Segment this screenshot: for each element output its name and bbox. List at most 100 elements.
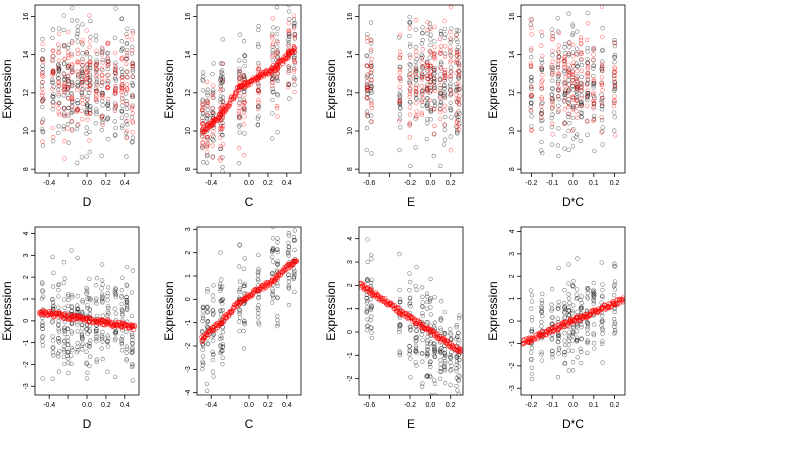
data-point [236, 264, 242, 269]
data-point [549, 337, 555, 342]
data-point [75, 51, 81, 56]
data-point [612, 306, 617, 312]
scatter-panel-8: -0.2 -0.1 0.0 0.1 0.2-3-2-101234D*CExpressio… [486, 226, 626, 431]
data-point [62, 331, 67, 336]
data-point [237, 307, 242, 312]
x-tick-label: -0.4 [205, 180, 217, 187]
data-point [56, 100, 62, 106]
data-point [438, 315, 444, 321]
fit-point [607, 301, 613, 307]
data-point [218, 99, 223, 105]
data-point [236, 146, 242, 151]
data-point [50, 338, 56, 343]
data-point [70, 109, 75, 114]
data-point [84, 66, 90, 71]
data-point [256, 87, 261, 92]
data-point [218, 281, 223, 287]
data-point [599, 323, 604, 328]
data-point [442, 71, 448, 76]
data-point [599, 82, 605, 88]
fit-point [561, 324, 567, 330]
data-point [369, 41, 374, 46]
data-point [368, 297, 373, 302]
data-point [448, 81, 453, 87]
data-point [419, 41, 425, 46]
data-point [369, 303, 374, 308]
data-point [87, 344, 92, 349]
data-point [612, 69, 617, 74]
data-point [369, 70, 374, 75]
data-point [106, 311, 111, 316]
data-point [414, 264, 419, 270]
data-point [549, 63, 554, 68]
data-point [407, 135, 412, 140]
data-point [125, 70, 130, 75]
data-point [442, 127, 447, 132]
data-point [407, 74, 412, 79]
data-point [113, 104, 119, 109]
data-point [50, 334, 55, 339]
data-point [119, 89, 124, 94]
data-point [555, 333, 561, 339]
data-point [256, 273, 261, 278]
y-tick-label: 2 [23, 275, 30, 279]
data-point [529, 326, 535, 332]
data-point [61, 260, 67, 265]
data-point [448, 148, 453, 153]
data-point [539, 60, 545, 65]
data-point [567, 112, 572, 117]
data-point [529, 75, 534, 80]
data-point [129, 364, 135, 370]
data-point [241, 38, 247, 44]
data-point [365, 96, 370, 101]
data-point [75, 310, 80, 316]
y-axis-label: Expression [324, 59, 338, 118]
data-point [112, 35, 118, 41]
data-point [99, 66, 104, 71]
data-point [57, 66, 62, 72]
data-point [612, 327, 618, 333]
data-point [88, 65, 93, 70]
data-point [555, 74, 561, 80]
data-point [398, 53, 403, 58]
data-point [84, 51, 89, 57]
data-point [220, 123, 226, 129]
data-point [457, 83, 462, 89]
data-point [364, 308, 370, 313]
data-point [555, 80, 561, 85]
y-tick-label: -1 [23, 339, 30, 345]
data-point [443, 73, 448, 78]
data-point [420, 300, 425, 305]
data-point [539, 350, 544, 355]
data-point [456, 330, 461, 335]
data-point [549, 86, 555, 91]
data-point [449, 26, 454, 31]
data-point [456, 28, 461, 33]
data-point [286, 68, 292, 73]
data-point [456, 52, 461, 57]
data-point [242, 153, 247, 158]
data-point [539, 64, 544, 70]
data-point [39, 84, 45, 89]
data-point [113, 292, 119, 298]
data-point [369, 252, 374, 258]
data-point [40, 281, 45, 286]
data-point [549, 96, 554, 101]
data-point [539, 352, 544, 357]
data-point [275, 249, 280, 255]
data-point [200, 115, 205, 121]
data-point [570, 144, 576, 149]
data-point [286, 302, 292, 308]
data-point [420, 54, 425, 59]
data-point [441, 142, 447, 147]
plot-frame [358, 4, 464, 174]
data-point [550, 105, 555, 110]
data-point [407, 112, 413, 117]
data-point [428, 393, 433, 395]
data-point [600, 318, 605, 324]
data-point [211, 138, 216, 143]
data-point [432, 295, 437, 300]
data-point [438, 163, 443, 169]
data-point [579, 336, 584, 341]
data-point [566, 342, 572, 348]
